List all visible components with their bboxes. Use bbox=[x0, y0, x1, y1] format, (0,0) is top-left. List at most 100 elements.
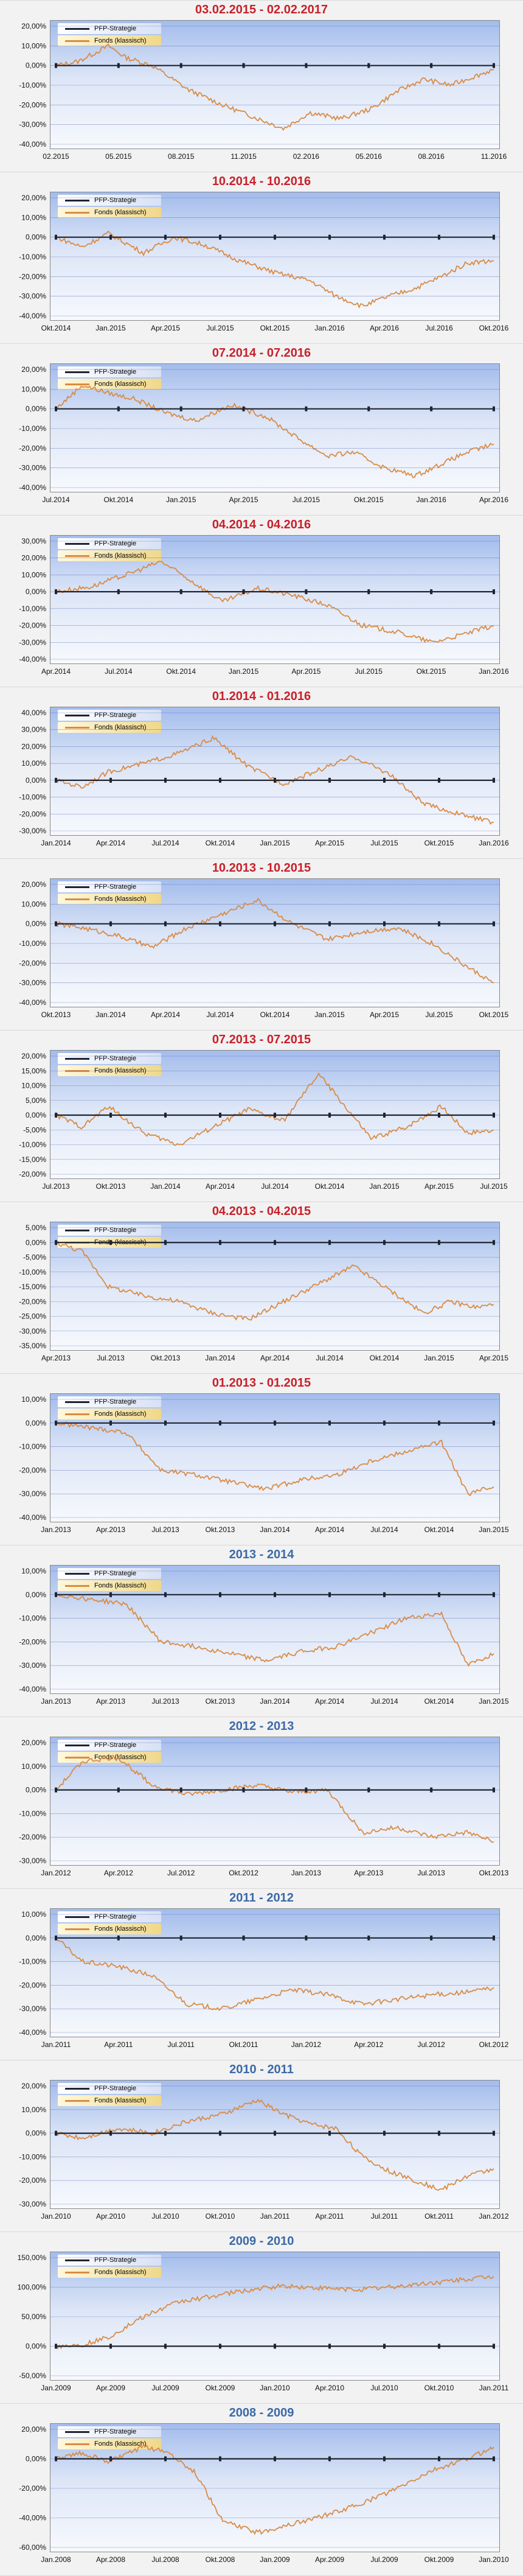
legend-swatch bbox=[65, 2100, 89, 2102]
legend-swatch bbox=[65, 2443, 89, 2445]
x-tick-label: Jul.2010 bbox=[151, 2212, 179, 2221]
strategy-marker bbox=[493, 2343, 495, 2349]
x-tick-label: Okt.2014 bbox=[260, 1010, 290, 1019]
y-tick-label: -30,00% bbox=[19, 979, 46, 987]
x-tick-label: Okt.2012 bbox=[479, 2040, 509, 2049]
strategy-marker bbox=[383, 1420, 386, 1426]
strategy-marker bbox=[383, 2456, 386, 2462]
strategy-marker bbox=[242, 1787, 245, 1793]
strategy-marker bbox=[328, 2456, 331, 2462]
legend-label: PFP-Strategie bbox=[94, 883, 137, 891]
strategy-marker bbox=[383, 2130, 386, 2136]
y-tick-label: -20,00% bbox=[19, 444, 46, 452]
x-tick-label: Apr.2016 bbox=[370, 324, 399, 332]
fund-series-line bbox=[55, 2443, 494, 2535]
y-tick-label: 20,00% bbox=[21, 742, 46, 751]
x-tick-label: Jul.2015 bbox=[293, 495, 320, 504]
strategy-marker bbox=[219, 234, 221, 240]
x-tick-label: Apr.2014 bbox=[260, 1354, 289, 1362]
legend-swatch bbox=[65, 1585, 89, 1587]
legend-label: Fonds (klassisch) bbox=[94, 380, 147, 388]
x-tick-label: Okt.2015 bbox=[354, 495, 384, 504]
x-tick-label: Apr.2016 bbox=[479, 495, 508, 504]
x-tick-label: Okt.2014 bbox=[206, 839, 235, 847]
x-tick-label: Okt.2016 bbox=[479, 324, 509, 332]
strategy-marker bbox=[305, 406, 308, 411]
fund-series-line bbox=[55, 230, 494, 309]
x-tick-label: Apr.2011 bbox=[315, 2212, 344, 2221]
strategy-marker bbox=[305, 1787, 308, 1793]
x-tick-label: Jan.2015 bbox=[424, 1354, 454, 1362]
y-tick-label: 10,00% bbox=[21, 1567, 46, 1575]
x-tick-label: Jan.2015 bbox=[479, 1525, 509, 1534]
x-tick-label: Jul.2013 bbox=[42, 1182, 70, 1191]
legend-swatch bbox=[65, 2431, 89, 2433]
y-tick-label: -30,00% bbox=[19, 638, 46, 646]
strategy-marker bbox=[164, 1113, 167, 1118]
strategy-marker bbox=[493, 1592, 495, 1597]
strategy-marker bbox=[493, 1240, 495, 1245]
x-tick-label: Jan.2012 bbox=[41, 1869, 71, 1877]
strategy-marker bbox=[438, 2130, 440, 2136]
y-tick-label: 20,00% bbox=[21, 365, 46, 374]
x-tick-label: Apr.2014 bbox=[96, 839, 125, 847]
y-tick-label: 10,00% bbox=[21, 1910, 46, 1919]
fund-series-line bbox=[55, 1754, 494, 1843]
y-tick-label: -10,00% bbox=[19, 1958, 46, 1966]
y-tick-label: 20,00% bbox=[21, 22, 46, 30]
x-tick-label: Apr.2010 bbox=[96, 2212, 125, 2221]
x-tick-label: Jul.2016 bbox=[425, 324, 453, 332]
strategy-marker bbox=[117, 589, 120, 595]
x-tick-label: Okt.2013 bbox=[206, 1525, 235, 1534]
y-tick-label: 0,00% bbox=[26, 233, 46, 242]
legend: PFP-Strategie Fonds (klassisch) bbox=[58, 538, 161, 562]
strategy-marker bbox=[117, 63, 120, 68]
chart-title: 01.2013 - 01.2015 bbox=[212, 1376, 311, 1390]
x-tick-label: Apr.2015 bbox=[229, 495, 258, 504]
chart-panel: 07.2014 - 07.2016 PFP-Strategie Fonds (kla… bbox=[0, 343, 523, 516]
strategy-marker bbox=[55, 1240, 57, 1245]
y-tick-label: 10,00% bbox=[21, 1082, 46, 1090]
strategy-marker bbox=[164, 777, 167, 783]
legend-swatch bbox=[65, 212, 89, 214]
fund-series-line bbox=[55, 43, 494, 131]
strategy-marker bbox=[219, 1113, 221, 1118]
strategy-marker bbox=[164, 234, 167, 240]
strategy-marker bbox=[55, 2130, 57, 2136]
strategy-marker bbox=[109, 1420, 112, 1426]
strategy-marker bbox=[219, 1592, 221, 1597]
legend-swatch bbox=[65, 2272, 89, 2273]
y-tick-label: -30,00% bbox=[19, 464, 46, 472]
chart-title: 2011 - 2012 bbox=[229, 1891, 294, 1905]
x-tick-label: Jul.2014 bbox=[370, 1697, 398, 1706]
legend-item-strategy: PFP-Strategie bbox=[58, 710, 161, 721]
x-tick-label: Jul.2015 bbox=[206, 324, 234, 332]
x-tick-label: Jul.2015 bbox=[480, 1182, 508, 1191]
x-tick-label: Okt.2013 bbox=[206, 1697, 235, 1706]
strategy-marker bbox=[367, 406, 370, 411]
y-tick-label: 10,00% bbox=[21, 41, 46, 50]
plot-area: PFP-Strategie Fonds (klassisch) bbox=[50, 878, 500, 1007]
chart-panel: 04.2014 - 04.2016 PFP-Strategie Fonds (kla… bbox=[0, 515, 523, 688]
plot-area: PFP-Strategie Fonds (klassisch) bbox=[50, 1393, 500, 1522]
strategy-marker bbox=[383, 234, 386, 240]
fund-series-line bbox=[55, 1937, 494, 2011]
strategy-marker bbox=[55, 2343, 57, 2349]
x-tick-label: Jan.2015 bbox=[369, 1182, 400, 1191]
chart-panel: 03.02.2015 - 02.02.2017 PFP-Strategie Fond… bbox=[0, 0, 523, 173]
x-tick-label: Jan.2008 bbox=[41, 2555, 71, 2564]
strategy-marker bbox=[55, 2456, 57, 2462]
legend-item-strategy: PFP-Strategie bbox=[58, 1911, 161, 1922]
y-tick-label: -20,00% bbox=[19, 1466, 46, 1474]
y-tick-label: 10,00% bbox=[21, 1395, 46, 1404]
x-tick-label: Okt.2014 bbox=[166, 667, 196, 676]
x-tick-label: Apr.2010 bbox=[315, 2384, 344, 2392]
strategy-marker bbox=[328, 1113, 331, 1118]
y-tick-label: -20,00% bbox=[19, 1297, 46, 1306]
y-tick-label: -30,00% bbox=[19, 1327, 46, 1335]
x-tick-label: Apr.2014 bbox=[315, 1525, 344, 1534]
x-tick-label: Jan.2015 bbox=[229, 667, 259, 676]
legend-swatch bbox=[65, 886, 89, 888]
strategy-marker bbox=[164, 921, 167, 926]
y-tick-label: -20,00% bbox=[19, 810, 46, 818]
